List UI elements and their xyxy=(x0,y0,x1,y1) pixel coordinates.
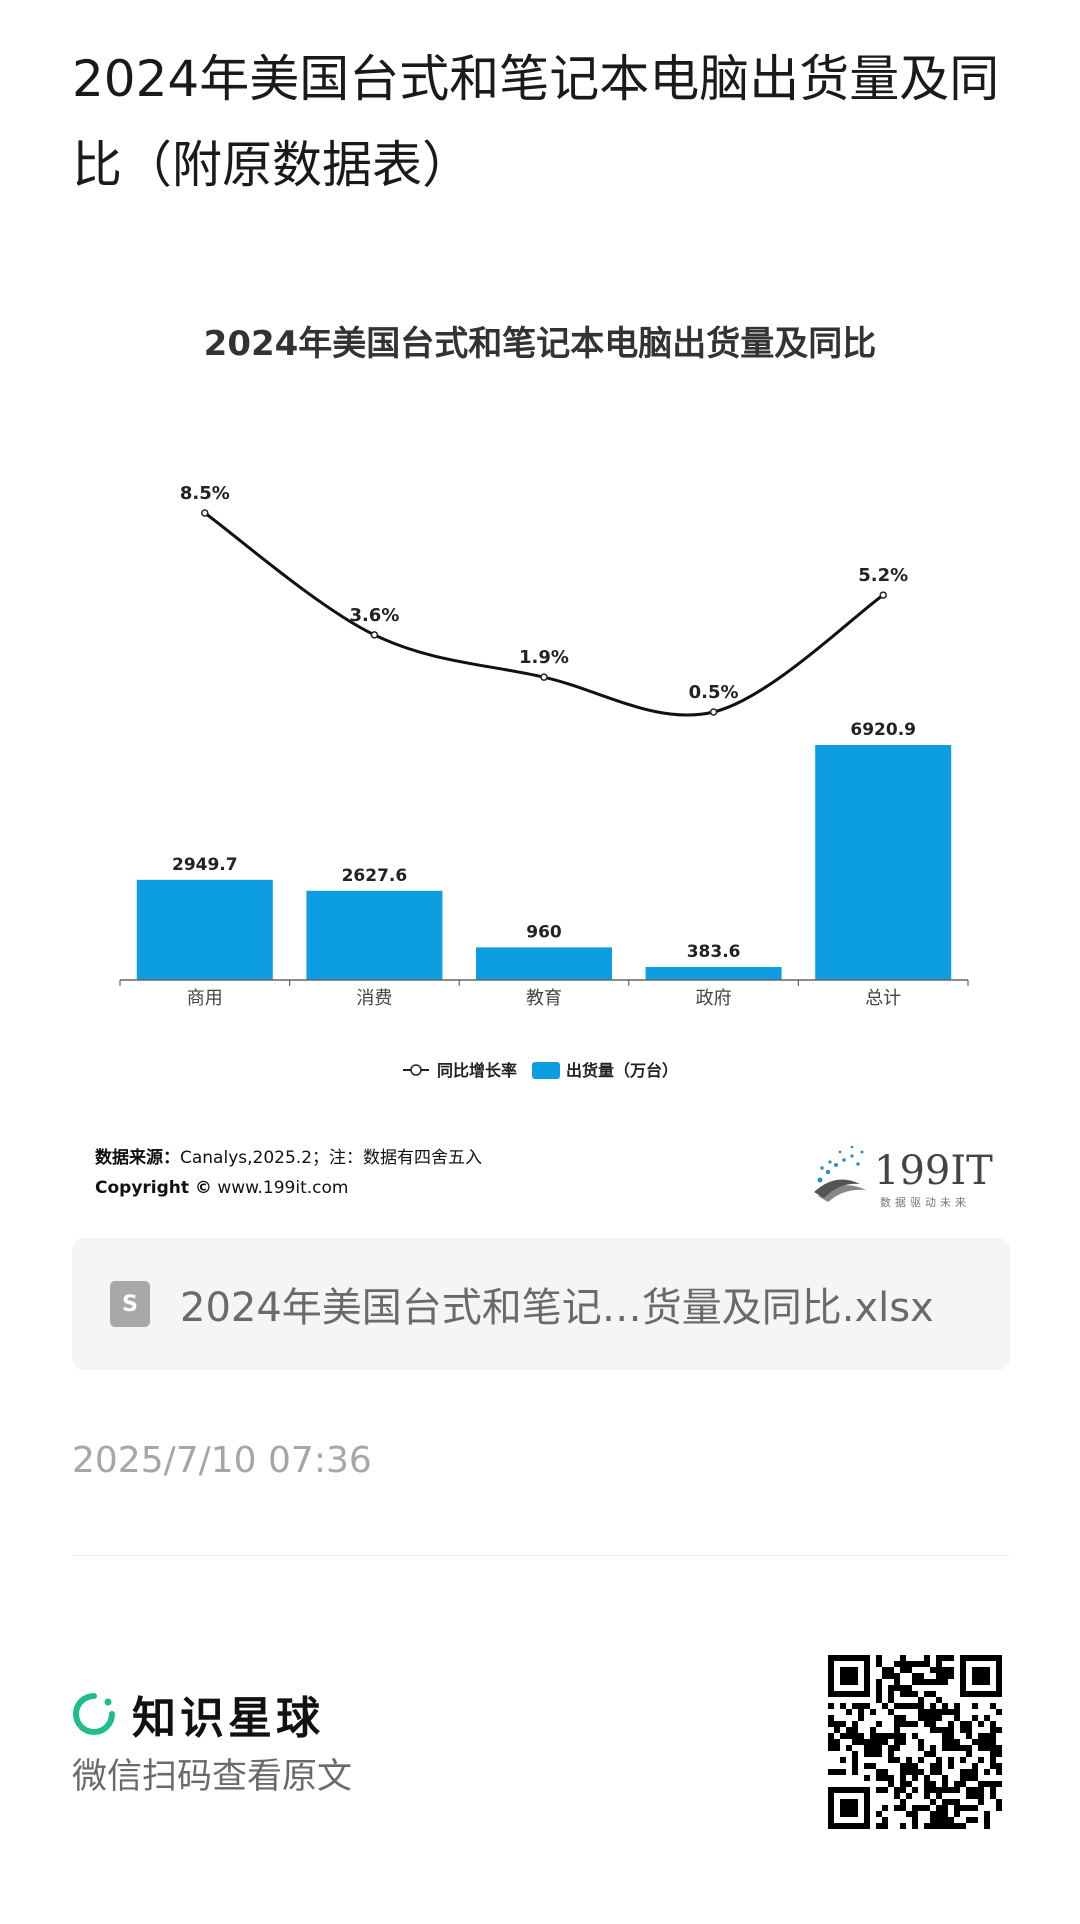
brand-row: 知识星球 xyxy=(72,1682,324,1746)
logo-tagline: 数据驱动未来 xyxy=(880,1195,970,1209)
divider xyxy=(72,1555,1010,1556)
spreadsheet-icon: S xyxy=(110,1281,150,1327)
bar xyxy=(476,947,612,980)
x-tick-label: 消费 xyxy=(356,988,392,1009)
line-value-label: 1.9% xyxy=(519,647,569,668)
line-value-label: 0.5% xyxy=(689,682,739,703)
bar xyxy=(306,890,443,980)
line-value-label: 5.2% xyxy=(858,565,908,586)
line-value-label: 3.6% xyxy=(349,605,399,626)
legend-label-growth: 同比增长率 xyxy=(437,1061,517,1080)
legend-label-shipments: 出货量（万台） xyxy=(566,1061,678,1080)
source-label: 数据来源： xyxy=(95,1148,180,1168)
brand-name: 知识星球 xyxy=(132,1693,324,1744)
bar-value-label: 6920.9 xyxy=(850,720,916,740)
copyright-site: www.199it.com xyxy=(217,1178,349,1198)
chart-legend: 同比增长率 出货量（万台） xyxy=(403,1061,678,1080)
growth-rate-line xyxy=(203,511,885,717)
bar xyxy=(815,745,952,980)
bar-value-label: 2627.6 xyxy=(342,866,408,886)
199it-logo: 199IT 数据驱动未来 xyxy=(808,1132,1008,1212)
line-point xyxy=(709,708,718,716)
line-point xyxy=(201,509,209,517)
bar xyxy=(645,966,782,980)
chart: 2024年美国台式和笔记本电脑出货量及同比 2949.7 2627.6 960 383… xyxy=(0,300,1080,1220)
source-text: Canalys,2025.2；注：数据有四舍五入 xyxy=(180,1148,483,1168)
chart-title: 2024年美国台式和笔记本电脑出货量及同比 xyxy=(204,324,877,364)
bar xyxy=(136,879,273,980)
x-tick-label: 总计 xyxy=(865,988,901,1009)
copyright-label: Copyright © xyxy=(95,1178,212,1198)
file-name[interactable]: 2024年美国台式和笔记…货量及同比.xlsx xyxy=(180,1285,934,1331)
bar-value-label: 2949.7 xyxy=(172,855,238,875)
bar-value-label: 960 xyxy=(526,922,562,942)
x-tick-label: 商用 xyxy=(187,988,223,1009)
x-tick-label: 政府 xyxy=(696,988,732,1009)
line-point xyxy=(540,673,548,681)
line-value-label: 8.5% xyxy=(180,483,230,504)
zhishixingqiu-logo-icon xyxy=(73,1693,115,1735)
scan-instruction: 微信扫码查看原文 xyxy=(72,1757,353,1797)
line-point xyxy=(879,591,887,599)
legend-line-dot xyxy=(410,1064,422,1076)
page-title: 2024年美国台式和笔记本电脑出货量及同比（附原数据表） xyxy=(72,50,1000,194)
source-block: 数据来源：Canalys,2025.2；注：数据有四舍五入 Copyright … xyxy=(95,1143,482,1203)
bar-value-label: 383.6 xyxy=(687,942,741,962)
file-attachment-card[interactable]: S 2024年美国台式和笔记…货量及同比.xlsx xyxy=(72,1238,1010,1370)
qr-code[interactable] xyxy=(828,1655,1002,1829)
legend-bar-swatch xyxy=(532,1062,560,1079)
logo-text: 199IT xyxy=(874,1148,993,1194)
timestamp: 2025/7/10 07:36 xyxy=(72,1440,372,1481)
line-point xyxy=(370,631,379,639)
x-tick-label: 教育 xyxy=(526,988,562,1009)
